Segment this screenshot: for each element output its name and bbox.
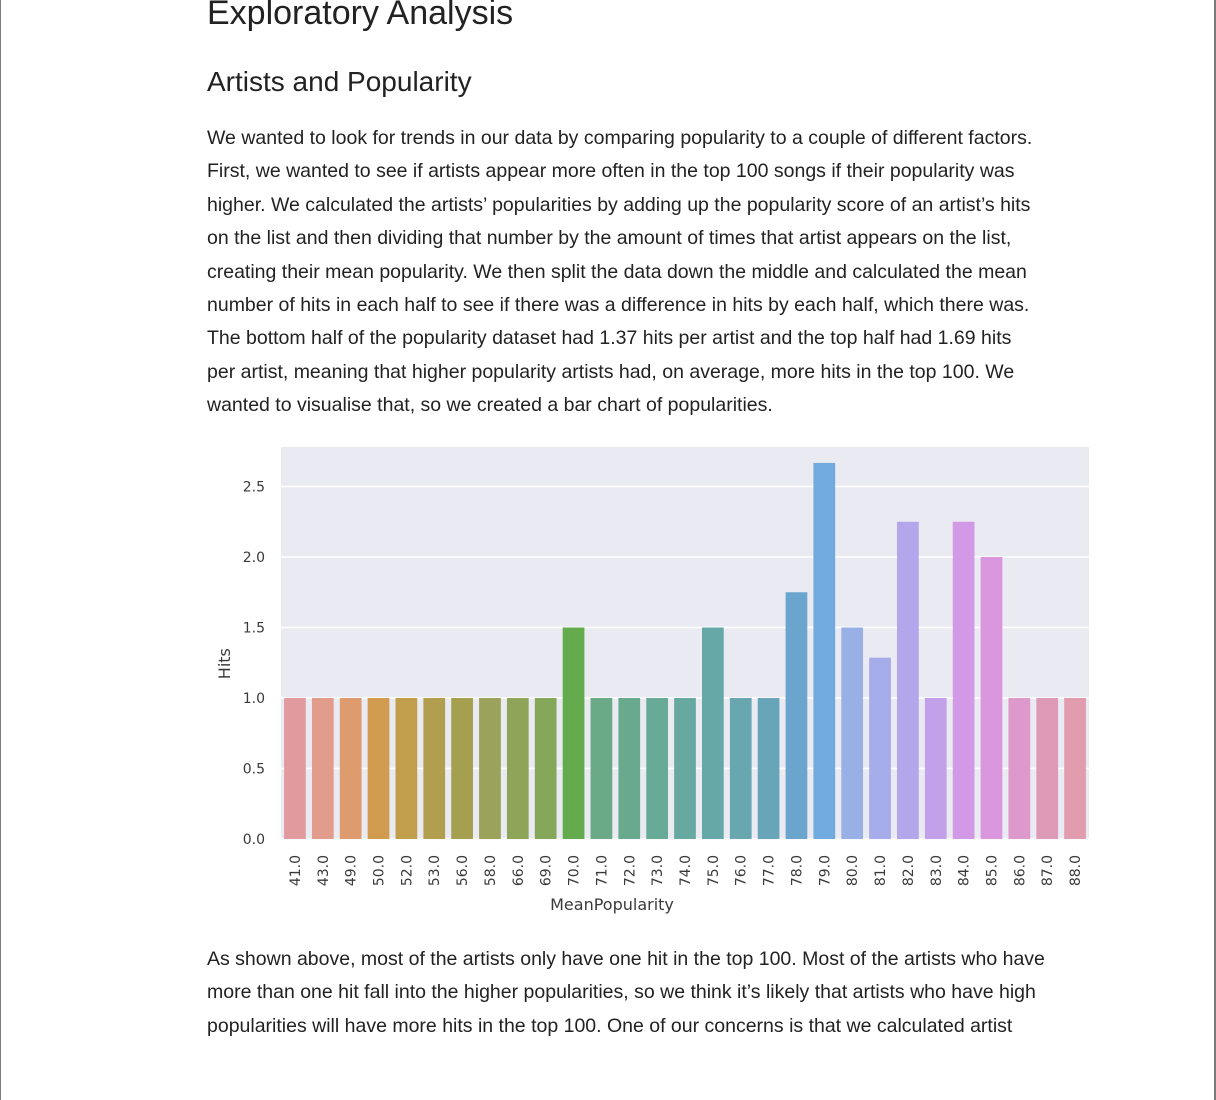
x-tick-label: 78.0 <box>789 855 805 886</box>
x-tick-label: 73.0 <box>650 855 666 886</box>
paragraph-line: higher. We calculated the artists’ popul… <box>207 193 1031 216</box>
bar <box>479 698 501 839</box>
chart-svg: 0.0 0.5 1.0 1.5 2.0 2.5 41.0 43.0 49.0 50.0 52.0 53… <box>215 447 1089 914</box>
x-tick-label: 79.0 <box>817 855 833 886</box>
bar <box>1064 698 1086 839</box>
page-frame-right-edge <box>1214 0 1216 1100</box>
x-tick-label: 71.0 <box>594 855 610 886</box>
bar <box>1036 698 1059 839</box>
page-frame-left-edge <box>0 0 1 1100</box>
x-tick-label: 86.0 <box>1012 855 1028 886</box>
x-tick-label: 87.0 <box>1040 855 1056 886</box>
x-tick-label: 77.0 <box>762 855 778 886</box>
x-tick-label: 52.0 <box>399 855 415 886</box>
bar <box>813 462 836 839</box>
bar <box>451 698 473 839</box>
paragraph-line: number of hits in each half to see if th… <box>207 294 1030 317</box>
bar <box>284 698 306 839</box>
page-title: Exploratory Analysis <box>207 0 514 32</box>
y-tick-label: 0.0 <box>243 832 265 848</box>
bar <box>534 698 557 839</box>
bar <box>841 627 864 839</box>
x-tick-label: 66.0 <box>511 855 527 886</box>
paragraph-line: First, we wanted to see if artists appea… <box>207 160 1015 183</box>
section-heading: Artists and Popularity <box>207 66 472 97</box>
y-axis-label: Hits <box>215 648 234 679</box>
bar <box>423 698 446 839</box>
x-tick-label: 76.0 <box>734 855 750 886</box>
x-tick-label: 74.0 <box>678 855 694 886</box>
bar <box>562 627 585 839</box>
x-tick-label: 50.0 <box>372 855 388 886</box>
bar <box>674 698 696 839</box>
x-tick-label: 43.0 <box>316 855 332 886</box>
intro-paragraph: We wanted to look for trends in our data… <box>207 122 1032 423</box>
paragraph-line: creating their mean popularity. We then … <box>207 260 1027 283</box>
y-tick-label: 0.5 <box>243 762 265 778</box>
bar <box>701 627 724 839</box>
bar <box>757 698 780 839</box>
x-tick-label: 72.0 <box>622 855 638 886</box>
conclusion-paragraph: As shown above, most of the artists only… <box>207 943 1045 1043</box>
paragraph-line: We wanted to look for trends in our data… <box>207 127 1033 149</box>
x-axis-label: MeanPopularity <box>550 895 674 914</box>
bar <box>785 592 808 839</box>
paragraph-line: per artist, meaning that higher populari… <box>207 360 1015 383</box>
bar <box>339 698 362 839</box>
x-tick-label: 49.0 <box>344 855 360 886</box>
paragraph-line: wanted to visualise that, so we created … <box>207 394 773 417</box>
x-tick-label: 70.0 <box>567 855 583 886</box>
x-tick-label: 80.0 <box>845 855 861 886</box>
y-tick-label: 1.0 <box>243 691 265 707</box>
bar <box>980 557 1003 839</box>
bar <box>395 698 418 839</box>
paragraph-line: more than one hit fall into the higher p… <box>207 981 1036 1004</box>
x-tick-label: 85.0 <box>984 855 1000 886</box>
x-tick-label: 53.0 <box>427 855 443 886</box>
bar <box>1008 698 1031 839</box>
x-tick-label: 83.0 <box>929 855 945 886</box>
bar <box>869 657 891 839</box>
bar <box>311 698 334 839</box>
paragraph-line: on the list and then dividing that numbe… <box>207 227 1012 250</box>
y-tick-label: 1.5 <box>243 621 265 637</box>
paragraph-line: The bottom half of the popularity datase… <box>207 327 1012 350</box>
x-tick-label: 81.0 <box>873 855 889 886</box>
bar <box>618 698 641 839</box>
bar <box>952 521 975 839</box>
bar <box>729 698 752 839</box>
x-tick-label: 75.0 <box>706 855 722 886</box>
x-tick-label: 41.0 <box>288 855 304 886</box>
bar <box>367 698 390 839</box>
bar <box>924 698 947 839</box>
x-tick-label: 58.0 <box>483 855 499 886</box>
paragraph-line: popularities will have more hits in the … <box>207 1014 1013 1037</box>
paragraph-line: As shown above, most of the artists only… <box>207 948 1045 970</box>
x-tick-label: 69.0 <box>539 855 555 886</box>
x-tick-label: 56.0 <box>455 855 471 886</box>
x-tick-label: 88.0 <box>1068 855 1084 886</box>
bar <box>590 698 613 839</box>
x-tick-label: 82.0 <box>901 855 917 886</box>
bar <box>897 521 919 839</box>
popularity-bar-chart: 0.0 0.5 1.0 1.5 2.0 2.5 41.0 43.0 49.0 50.0 52.0 53… <box>207 438 1107 924</box>
y-tick-label: 2.0 <box>243 550 265 566</box>
x-tick-label: 84.0 <box>957 855 973 886</box>
bar <box>646 698 669 839</box>
bar <box>506 698 529 839</box>
y-tick-label: 2.5 <box>243 480 265 496</box>
